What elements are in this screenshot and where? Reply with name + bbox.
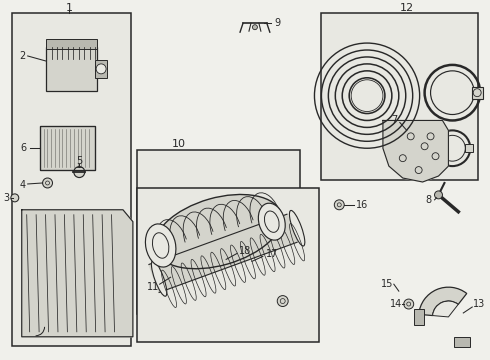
Ellipse shape — [154, 194, 282, 269]
Text: 17: 17 — [266, 249, 278, 260]
Text: 14: 14 — [390, 299, 402, 309]
Bar — [454, 337, 470, 347]
Circle shape — [435, 191, 442, 199]
Text: 16: 16 — [356, 200, 368, 210]
Bar — [137, 188, 319, 342]
Wedge shape — [419, 287, 467, 316]
Bar — [40, 126, 95, 170]
Circle shape — [252, 25, 257, 30]
Wedge shape — [433, 301, 458, 317]
Polygon shape — [149, 214, 297, 292]
Text: 8: 8 — [425, 195, 432, 205]
Text: 6: 6 — [21, 143, 27, 153]
Text: 3: 3 — [4, 193, 10, 203]
Circle shape — [43, 178, 52, 188]
Circle shape — [404, 299, 414, 309]
Circle shape — [351, 80, 383, 112]
Text: 9: 9 — [275, 18, 281, 28]
Circle shape — [96, 64, 106, 74]
Bar — [321, 13, 478, 180]
Ellipse shape — [290, 211, 305, 246]
Text: 12: 12 — [400, 3, 414, 13]
Bar — [466, 144, 473, 152]
Bar — [414, 309, 424, 325]
Text: 1: 1 — [66, 3, 73, 13]
Ellipse shape — [151, 261, 167, 296]
Text: 7: 7 — [391, 116, 397, 126]
Ellipse shape — [258, 203, 285, 240]
Bar — [40, 126, 95, 170]
Text: 18: 18 — [239, 247, 251, 256]
Bar — [472, 87, 483, 99]
Bar — [46, 39, 97, 49]
Bar — [46, 47, 97, 91]
Circle shape — [74, 167, 85, 177]
Bar — [137, 150, 299, 314]
Bar — [95, 60, 107, 78]
Circle shape — [277, 296, 288, 306]
Polygon shape — [22, 210, 133, 337]
Text: 15: 15 — [381, 279, 393, 289]
Text: 11: 11 — [147, 282, 159, 292]
Text: 13: 13 — [473, 299, 485, 309]
Circle shape — [334, 200, 344, 210]
Text: 2: 2 — [20, 51, 26, 61]
Polygon shape — [383, 121, 448, 182]
Circle shape — [11, 194, 19, 202]
Text: 10: 10 — [172, 139, 186, 149]
Text: 4: 4 — [20, 180, 26, 190]
Ellipse shape — [146, 224, 176, 267]
Text: 5: 5 — [76, 156, 82, 166]
Bar — [12, 13, 131, 346]
